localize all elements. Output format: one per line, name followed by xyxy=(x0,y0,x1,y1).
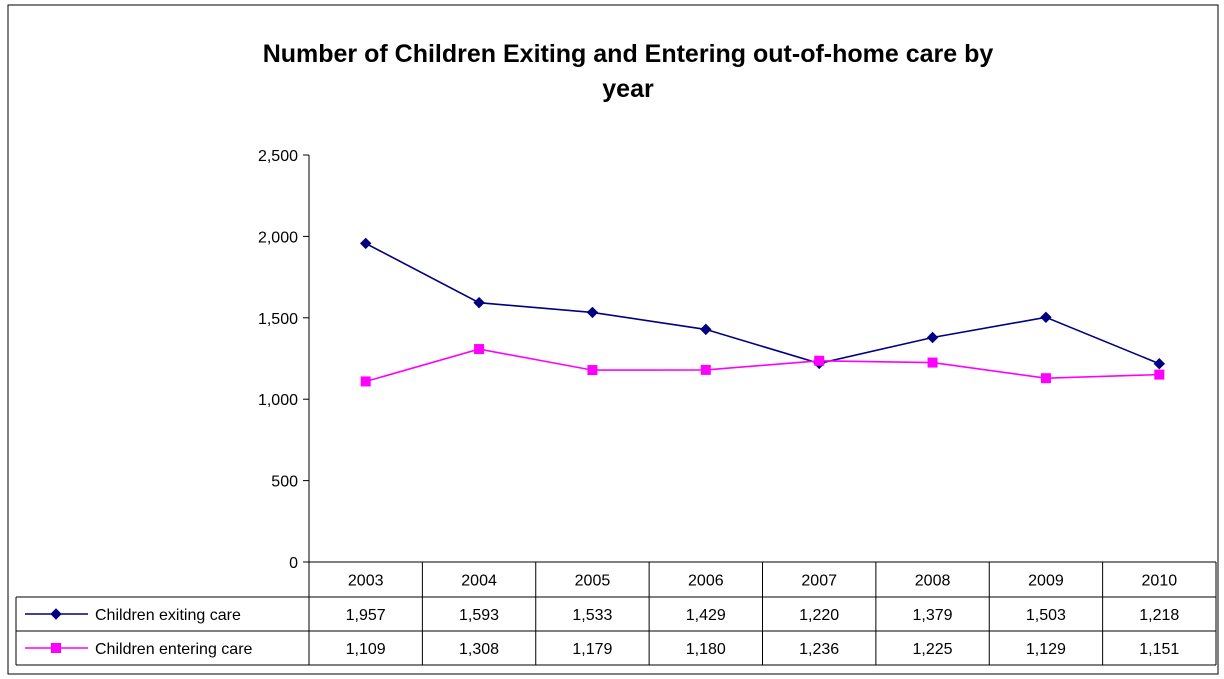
y-axis: 0 500 1,000 1,500 2,000 2,500 xyxy=(258,148,310,572)
legend-marker-diamond xyxy=(50,608,62,620)
data-table-cell: 1,236 xyxy=(799,641,839,658)
x-tick-label: 2004 xyxy=(461,573,497,590)
data-table: 2003 2004 2005 2006 2007 2008 2009 2010 Children… xyxy=(15,561,1217,666)
legend-series-name: Children entering care xyxy=(95,641,253,658)
x-tick-label: 2007 xyxy=(801,573,837,590)
data-point-diamond xyxy=(359,237,372,250)
data-table-cell: 1,129 xyxy=(1026,641,1066,658)
data-table-cell: 1,503 xyxy=(1026,607,1066,624)
data-point-diamond xyxy=(1153,358,1166,370)
data-point-diamond xyxy=(700,323,712,336)
legend-series-name: Children exiting care xyxy=(95,607,241,624)
data-table-cell: 1,957 xyxy=(346,607,386,624)
data-table-cell: 1,218 xyxy=(1139,607,1179,624)
data-table-cell: 1,308 xyxy=(459,641,499,658)
x-tick-label: 2010 xyxy=(1142,573,1178,590)
x-tick-label: 2006 xyxy=(688,573,724,590)
data-table-cell: 1,533 xyxy=(572,607,612,624)
data-table-cell: 1,429 xyxy=(686,607,726,624)
series-lines xyxy=(365,242,1160,383)
data-table-cell: 1,151 xyxy=(1139,641,1179,658)
legend-marker-square xyxy=(51,643,61,653)
data-point-square xyxy=(587,365,598,376)
data-table-cell: 1,593 xyxy=(459,607,499,624)
data-point-square xyxy=(700,364,711,375)
data-point-square xyxy=(814,355,825,366)
data-point-diamond xyxy=(473,296,485,309)
data-table-cell: 1,109 xyxy=(346,641,386,658)
data-point-square xyxy=(360,376,371,387)
x-tick-label: 2008 xyxy=(915,573,951,590)
y-tick-label: 2,000 xyxy=(258,229,298,246)
data-point-square xyxy=(474,344,485,355)
data-point-square xyxy=(1040,373,1051,384)
data-table-cell: 1,225 xyxy=(913,641,953,658)
x-tick-label: 2009 xyxy=(1028,573,1064,590)
data-table-cell: 1,379 xyxy=(913,607,953,624)
y-tick-label: 500 xyxy=(271,474,298,491)
y-tick-label: 1,500 xyxy=(258,311,298,328)
y-tick-label: 2,500 xyxy=(258,148,298,165)
data-table-cell: 1,180 xyxy=(686,641,726,658)
data-point-diamond xyxy=(586,306,599,319)
y-tick-label: 0 xyxy=(289,555,298,572)
chart-title-line-1: Number of Children Exiting and Entering … xyxy=(263,40,994,68)
series-line-1 xyxy=(365,242,1160,365)
data-table-cell: 1,179 xyxy=(572,641,612,658)
data-point-diamond xyxy=(926,331,939,344)
series-markers xyxy=(359,237,1166,387)
data-table-cell: 1,220 xyxy=(799,607,839,624)
data-point-square xyxy=(927,357,938,368)
chart-title-line-2: year xyxy=(602,75,654,103)
x-tick-label: 2003 xyxy=(348,573,384,590)
y-tick-label: 1,000 xyxy=(258,392,298,409)
x-tick-label: 2005 xyxy=(575,573,611,590)
data-point-square xyxy=(1154,369,1165,380)
data-point-diamond xyxy=(1040,311,1052,324)
series-line-2 xyxy=(365,348,1160,383)
